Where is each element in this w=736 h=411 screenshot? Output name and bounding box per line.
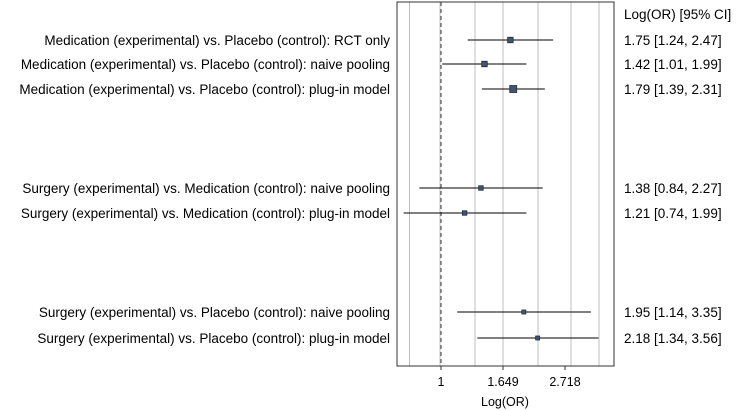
ci-text-0: 1.75 [1.24, 2.47] [624, 33, 722, 48]
point-estimate-5 [521, 309, 527, 315]
row-label-2: Medication (experimental) vs. Placebo (c… [19, 82, 390, 97]
ci-text-6: 2.18 [1.34, 3.56] [624, 331, 722, 346]
ci-text-2: 1.79 [1.39, 2.31] [624, 82, 722, 97]
row-label-6: Surgery (experimental) vs. Placebo (cont… [37, 331, 390, 346]
point-estimate-2 [509, 85, 518, 93]
point-estimate-1 [481, 60, 488, 68]
row-label-4: Surgery (experimental) vs. Medication (c… [21, 206, 390, 221]
ci-column-header: Log(OR) [95% CI] [624, 7, 731, 22]
x-axis-title: Log(OR) [481, 395, 529, 409]
point-estimate-4 [461, 210, 468, 216]
ci-text-5: 1.95 [1.14, 3.35] [624, 305, 722, 320]
row-label-0: Medication (experimental) vs. Placebo (c… [44, 33, 390, 48]
x-tick-label-2: 2.718 [549, 375, 580, 389]
row-label-3: Surgery (experimental) vs. Medication (c… [22, 181, 390, 196]
plot-frame [396, 1, 615, 367]
x-tick-label-0: 1 [438, 375, 445, 389]
x-tick-label-1: 1.649 [487, 375, 518, 389]
point-estimate-6 [535, 335, 541, 341]
ci-text-4: 1.21 [0.74, 1.99] [624, 206, 722, 221]
ci-text-1: 1.42 [1.01, 1.99] [624, 57, 722, 72]
row-label-5: Surgery (experimental) vs. Placebo (cont… [39, 305, 390, 320]
row-label-1: Medication (experimental) vs. Placebo (c… [21, 57, 390, 72]
point-estimate-3 [478, 185, 484, 191]
point-estimate-0 [507, 36, 514, 44]
ci-text-3: 1.38 [0.84, 2.27] [624, 181, 722, 196]
